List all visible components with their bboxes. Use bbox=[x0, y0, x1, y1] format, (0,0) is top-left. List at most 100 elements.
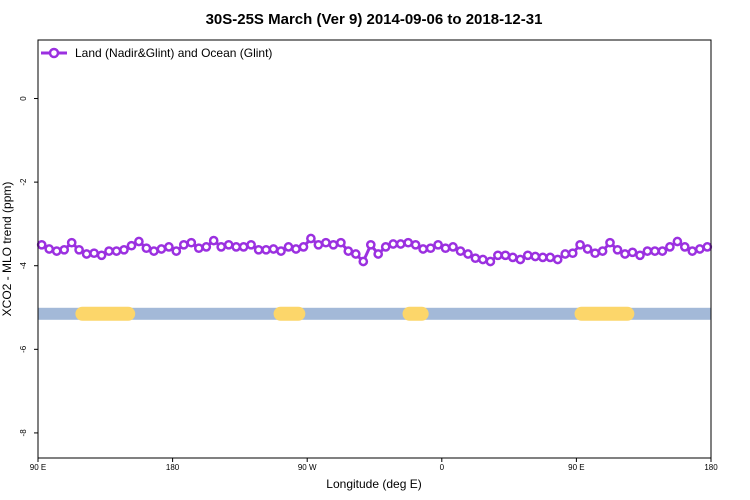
data-point bbox=[455, 246, 466, 256]
data-point bbox=[575, 239, 585, 250]
data-point bbox=[74, 244, 84, 255]
y-tick-label: 0 bbox=[19, 96, 28, 101]
data-point bbox=[36, 239, 47, 250]
surface-band bbox=[38, 306, 711, 321]
data-point bbox=[679, 242, 690, 252]
data-point bbox=[66, 237, 77, 248]
y-tick-label: -4 bbox=[19, 262, 28, 270]
data-point bbox=[119, 244, 129, 255]
y-axis: 0 -2 -4 -6 -8 bbox=[19, 96, 38, 437]
data-point bbox=[313, 239, 324, 250]
data-point bbox=[223, 239, 234, 250]
data-point bbox=[253, 244, 264, 255]
data-point bbox=[694, 244, 705, 254]
data-point bbox=[418, 244, 428, 254]
y-axis-label: XCO2 - MLO trend (ppm) bbox=[0, 182, 14, 317]
data-point bbox=[672, 236, 683, 247]
data-point bbox=[276, 246, 286, 256]
data-point bbox=[500, 250, 511, 261]
data-point bbox=[328, 239, 339, 250]
data-point bbox=[81, 249, 92, 259]
data-point bbox=[298, 242, 309, 252]
land-segment-3 bbox=[574, 306, 635, 321]
x-tick-label: 90 E bbox=[30, 463, 46, 472]
data-point bbox=[104, 246, 114, 256]
data-point bbox=[216, 242, 227, 252]
data-point bbox=[246, 239, 256, 250]
x-tick-label: 180 bbox=[166, 463, 180, 472]
data-point bbox=[193, 243, 204, 254]
data-point bbox=[403, 237, 414, 248]
land-segment-2 bbox=[402, 306, 429, 321]
x-tick-label: 90 W bbox=[298, 463, 317, 472]
chart-title: 30S-25S March (Ver 9) 2014-09-06 to 2018… bbox=[206, 11, 543, 28]
data-point bbox=[642, 246, 653, 256]
data-point bbox=[515, 254, 526, 265]
data-point bbox=[410, 239, 421, 250]
y-tick-label: -6 bbox=[19, 345, 28, 353]
data-point bbox=[560, 249, 571, 259]
data-point bbox=[96, 250, 107, 261]
data-point bbox=[238, 242, 249, 252]
x-axis-label: Longitude (deg E) bbox=[326, 477, 421, 491]
y-tick-label: -2 bbox=[19, 178, 28, 186]
data-point bbox=[51, 246, 62, 256]
data-point bbox=[597, 246, 608, 256]
data-point bbox=[126, 240, 137, 251]
data-point bbox=[493, 250, 503, 261]
data-point bbox=[358, 256, 369, 267]
data-point bbox=[470, 253, 481, 264]
data-point bbox=[635, 250, 645, 261]
data-point bbox=[665, 242, 675, 252]
data-point bbox=[208, 235, 219, 246]
x-tick-label: 180 bbox=[704, 463, 718, 472]
data-point bbox=[582, 244, 593, 254]
data-point bbox=[522, 250, 533, 261]
data-point bbox=[485, 256, 496, 267]
data-point bbox=[350, 249, 361, 259]
data-point bbox=[650, 246, 660, 256]
data-point bbox=[178, 239, 189, 250]
data-point bbox=[134, 236, 144, 247]
data-point bbox=[478, 254, 488, 265]
ocean-band bbox=[38, 307, 711, 320]
legend: Land (Nadir&Glint) and Ocean (Glint) bbox=[41, 46, 272, 60]
data-point bbox=[620, 249, 630, 259]
data-point bbox=[373, 249, 384, 259]
land-segment-0 bbox=[75, 306, 136, 321]
data-point bbox=[537, 252, 548, 263]
data-point bbox=[605, 237, 615, 248]
data-point bbox=[552, 254, 563, 265]
data-point bbox=[141, 243, 152, 254]
data-point bbox=[291, 244, 301, 254]
data-point bbox=[448, 242, 458, 252]
data-point bbox=[156, 244, 167, 254]
data-point bbox=[687, 246, 698, 256]
data-point bbox=[395, 239, 406, 249]
data-point bbox=[231, 242, 242, 252]
data-point bbox=[627, 247, 638, 258]
legend-label: Land (Nadir&Glint) and Ocean (Glint) bbox=[75, 46, 272, 60]
data-point bbox=[164, 242, 174, 252]
data-point bbox=[530, 251, 541, 262]
data-point bbox=[268, 244, 279, 254]
data-point bbox=[440, 243, 451, 254]
data-point bbox=[59, 244, 70, 255]
data-point bbox=[306, 233, 316, 244]
data-point bbox=[321, 237, 331, 248]
series-layer bbox=[36, 233, 713, 267]
data-point bbox=[336, 237, 346, 248]
legend-swatch-marker bbox=[48, 47, 60, 59]
data-point bbox=[657, 246, 668, 256]
y-tick-label: -8 bbox=[19, 429, 28, 437]
data-point bbox=[567, 248, 578, 259]
data-point bbox=[425, 243, 436, 254]
data-point bbox=[463, 249, 473, 259]
data-point bbox=[507, 252, 518, 263]
data-point bbox=[261, 244, 271, 255]
data-point bbox=[201, 242, 212, 252]
data-point bbox=[702, 242, 713, 252]
data-point bbox=[44, 244, 55, 254]
data-point bbox=[343, 246, 354, 256]
plot-frame bbox=[37, 39, 712, 459]
